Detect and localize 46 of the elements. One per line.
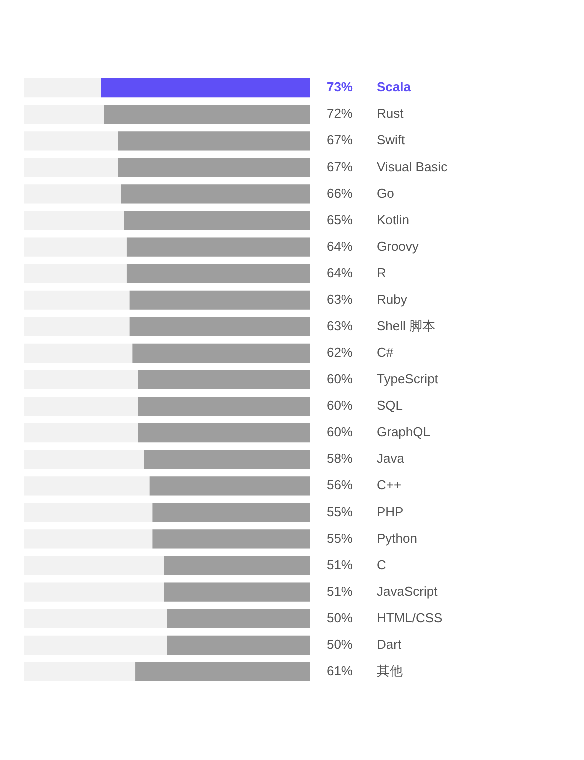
data-label: 51% [326, 557, 354, 572]
data-label: 67% [326, 132, 354, 148]
data-label: 67% [326, 159, 354, 174]
y-tick-label: SQL [377, 398, 404, 414]
data-label: 60% [326, 424, 354, 440]
y-tick-label: Ruby [377, 292, 408, 307]
data-label: 63% [326, 318, 354, 334]
data-label: 64% [326, 238, 354, 254]
data-label: 60% [326, 372, 354, 387]
data-label: 62% [326, 345, 354, 360]
data-label: 73% [326, 80, 354, 95]
y-tick-label: Kotlin [377, 212, 410, 228]
data-label: 55% [326, 504, 354, 520]
y-tick-label: C# [377, 345, 394, 360]
y-tick-label: Python [377, 530, 418, 546]
y-tick-label: Scala [377, 80, 412, 95]
y-tick-label: Go [377, 186, 394, 201]
data-label: 56% [326, 478, 354, 493]
y-tick-label: C [377, 557, 386, 572]
data-label: 55% [326, 530, 354, 546]
y-tick-label: JavaScript [377, 584, 438, 599]
data-label: 64% [326, 265, 354, 280]
y-tick-label: Shell 脚本 [377, 318, 436, 334]
y-tick-label: Swift [377, 132, 406, 148]
y-tick-label: Dart [377, 636, 402, 652]
y-tick-label: TypeScript [377, 372, 439, 387]
data-label: 72% [326, 106, 354, 122]
data-label: 50% [326, 610, 354, 626]
y-tick-label: PHP [377, 504, 404, 520]
data-label: 61% [326, 664, 354, 679]
data-label: 58% [326, 451, 354, 466]
y-tick-label: GraphQL [377, 424, 430, 440]
data-label: 65% [326, 212, 354, 228]
y-tick-label: HTML/CSS [377, 610, 444, 626]
data-label: 51% [326, 584, 354, 599]
y-tick-label: R [377, 265, 386, 280]
data-label: 63% [326, 292, 354, 307]
data-label: 60% [326, 398, 354, 414]
y-tick-label: 其他 [377, 664, 403, 679]
data-label: 50% [326, 636, 354, 652]
y-tick-label: Groovy [377, 238, 420, 254]
y-tick-label: Java [377, 451, 406, 466]
y-tick-label: C++ [377, 478, 402, 493]
data-label: 66% [326, 186, 354, 201]
y-tick-label: Visual Basic [377, 159, 448, 174]
y-tick-label: Rust [377, 106, 404, 122]
